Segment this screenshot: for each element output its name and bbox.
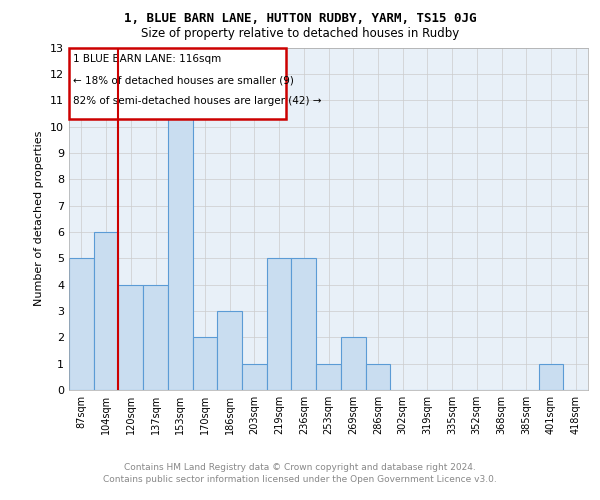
Text: Contains HM Land Registry data © Crown copyright and database right 2024.: Contains HM Land Registry data © Crown c… xyxy=(124,464,476,472)
Bar xyxy=(539,364,563,390)
Bar xyxy=(193,338,217,390)
Text: 82% of semi-detached houses are larger (42) →: 82% of semi-detached houses are larger (… xyxy=(73,96,321,106)
Text: Contains public sector information licensed under the Open Government Licence v3: Contains public sector information licen… xyxy=(103,475,497,484)
Text: Size of property relative to detached houses in Rudby: Size of property relative to detached ho… xyxy=(141,28,459,40)
Text: ← 18% of detached houses are smaller (9): ← 18% of detached houses are smaller (9) xyxy=(73,75,293,85)
Bar xyxy=(267,258,292,390)
Bar xyxy=(94,232,118,390)
Bar xyxy=(168,100,193,390)
Bar xyxy=(341,338,365,390)
Bar xyxy=(69,258,94,390)
Bar xyxy=(316,364,341,390)
Bar xyxy=(217,311,242,390)
Bar xyxy=(365,364,390,390)
Text: 1, BLUE BARN LANE, HUTTON RUDBY, YARM, TS15 0JG: 1, BLUE BARN LANE, HUTTON RUDBY, YARM, T… xyxy=(124,12,476,26)
Y-axis label: Number of detached properties: Number of detached properties xyxy=(34,131,44,306)
FancyBboxPatch shape xyxy=(69,48,286,118)
Bar xyxy=(292,258,316,390)
Bar xyxy=(242,364,267,390)
Bar xyxy=(118,284,143,390)
Text: 1 BLUE BARN LANE: 116sqm: 1 BLUE BARN LANE: 116sqm xyxy=(73,54,221,64)
Bar xyxy=(143,284,168,390)
